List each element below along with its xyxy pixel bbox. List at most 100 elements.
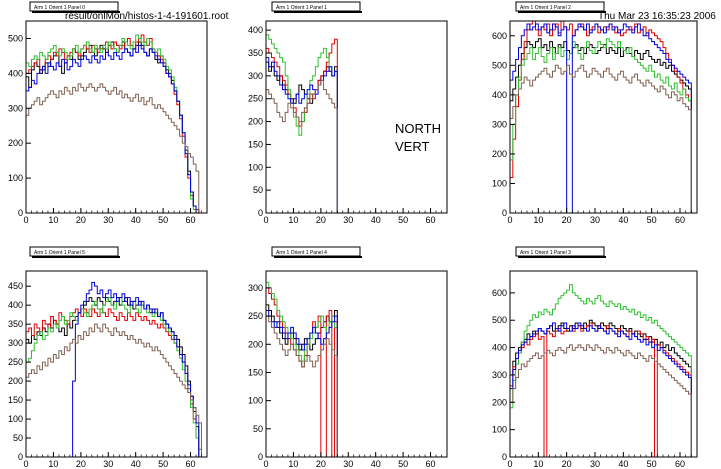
x-tick-label: 20	[562, 459, 572, 469]
y-tick-label: 600	[492, 31, 507, 41]
panel-title-tab: Arm 1 Orient 1 Panel 5	[29, 246, 120, 258]
y-tick-label: 450	[8, 281, 23, 291]
series-blue	[266, 309, 447, 458]
x-tick-label: 30	[590, 459, 600, 469]
y-tick-label: 350	[8, 319, 23, 329]
x-tick-label: 0	[507, 215, 512, 225]
x-tick-label: 50	[398, 459, 408, 469]
panel-4: Arm 1 Orient 1 Panel 4 0 10 20 30 40 50 60 0 50 10…	[248, 246, 448, 469]
plot-frame	[25, 270, 208, 458]
y-tick-label: 400	[8, 300, 23, 310]
y-tick-label: 500	[492, 315, 507, 325]
x-tick-label: 40	[371, 215, 381, 225]
series-red	[510, 322, 697, 458]
y-tick-label: 400	[8, 68, 23, 78]
x-tick-label: 60	[675, 215, 685, 225]
y-tick-label: 200	[8, 138, 23, 148]
annotation-vert: VERT	[395, 139, 430, 154]
y-tick-label: 500	[492, 60, 507, 70]
x-tick-label: 60	[675, 459, 685, 469]
y-tick-label: 150	[248, 367, 263, 377]
panel-title: Arm 1 Orient 1 Panel 5	[34, 250, 85, 256]
x-tick-label: 60	[426, 215, 436, 225]
x-tick-label: 60	[186, 215, 196, 225]
panel-title: Arm 1 Orient 1 Panel 0	[34, 5, 85, 11]
y-tick-label: 400	[492, 343, 507, 353]
y-tick-label: 50	[253, 424, 263, 434]
file-path: result/onlMon/histos-1-4-191601.root	[65, 11, 229, 22]
x-tick-label: 20	[316, 459, 326, 469]
x-tick-label: 0	[263, 459, 268, 469]
y-tick-label: 50	[13, 433, 23, 443]
y-tick-label: 300	[492, 119, 507, 129]
y-tick-label: 0	[18, 208, 23, 218]
x-tick-label: 50	[158, 215, 168, 225]
x-tick-label: 30	[103, 459, 113, 469]
title-shadow	[32, 256, 120, 258]
y-tick-label: 150	[8, 395, 23, 405]
x-tick-label: 0	[23, 215, 28, 225]
x-tick-label: 50	[158, 459, 168, 469]
panel-title-tab: Arm 1 Orient 1 Panel 1	[271, 1, 362, 13]
y-tick-label: 200	[248, 339, 263, 349]
x-tick-label: 30	[590, 215, 600, 225]
x-tick-label: 0	[23, 459, 28, 469]
y-tick-label: 150	[248, 139, 263, 149]
y-tick-label: 100	[492, 178, 507, 188]
panel-title-tab: Arm 1 Orient 1 Panel 2	[515, 1, 606, 13]
y-tick-label: 0	[502, 208, 507, 218]
x-tick-label: 0	[507, 459, 512, 469]
plot-frame	[509, 270, 698, 458]
y-tick-label: 200	[248, 117, 263, 127]
series-black	[510, 319, 697, 458]
x-tick-label: 50	[647, 215, 657, 225]
series-brown	[510, 344, 697, 458]
x-tick-label: 30	[103, 215, 113, 225]
series-blue	[510, 322, 697, 458]
y-tick-label: 300	[248, 283, 263, 293]
series-brown	[510, 64, 697, 214]
x-tick-label: 10	[48, 215, 58, 225]
y-tick-label: 100	[248, 162, 263, 172]
series-red	[26, 34, 207, 214]
x-tick-label: 20	[76, 459, 86, 469]
panel-title: Arm 1 Orient 1 Panel 1	[276, 5, 327, 11]
series-blue	[26, 44, 207, 214]
series-brown	[26, 323, 207, 458]
x-tick-label: 40	[618, 215, 628, 225]
y-tick-label: 50	[253, 185, 263, 195]
panel-title: Arm 1 Orient 1 Panel 4	[276, 250, 327, 256]
panel-title-tab: Arm 1 Orient 1 Panel 3	[515, 246, 606, 258]
y-tick-label: 300	[8, 338, 23, 348]
series-green	[26, 297, 207, 458]
x-tick-label: 40	[371, 459, 381, 469]
y-tick-label: 100	[492, 425, 507, 435]
series-red	[266, 287, 447, 458]
x-tick-label: 30	[343, 215, 353, 225]
timestamp: Thu Mar 23 16:35:23 2006	[598, 11, 716, 22]
x-tick-label: 60	[426, 459, 436, 469]
title-shadow	[274, 256, 362, 258]
title-shadow	[274, 11, 362, 13]
panel-title: Arm 1 Orient 1 Panel 3	[520, 250, 571, 256]
annotation-north: NORTH	[395, 121, 441, 136]
y-tick-label: 400	[492, 90, 507, 100]
y-tick-label: 0	[258, 208, 263, 218]
y-tick-label: 350	[248, 48, 263, 58]
y-tick-label: 0	[18, 452, 23, 462]
plot-frame	[265, 270, 448, 458]
series-green	[26, 34, 207, 214]
x-tick-label: 30	[343, 459, 353, 469]
x-tick-label: 50	[398, 215, 408, 225]
y-tick-label: 0	[258, 452, 263, 462]
panel-title-tab: Arm 1 Orient 1 Panel 4	[271, 246, 362, 258]
y-tick-label: 600	[492, 288, 507, 298]
x-tick-label: 0	[263, 215, 268, 225]
y-tick-label: 300	[8, 103, 23, 113]
series-green	[510, 38, 697, 214]
x-tick-label: 40	[131, 215, 141, 225]
x-tick-label: 10	[48, 459, 58, 469]
series-green	[266, 281, 447, 458]
title-shadow	[518, 256, 606, 258]
